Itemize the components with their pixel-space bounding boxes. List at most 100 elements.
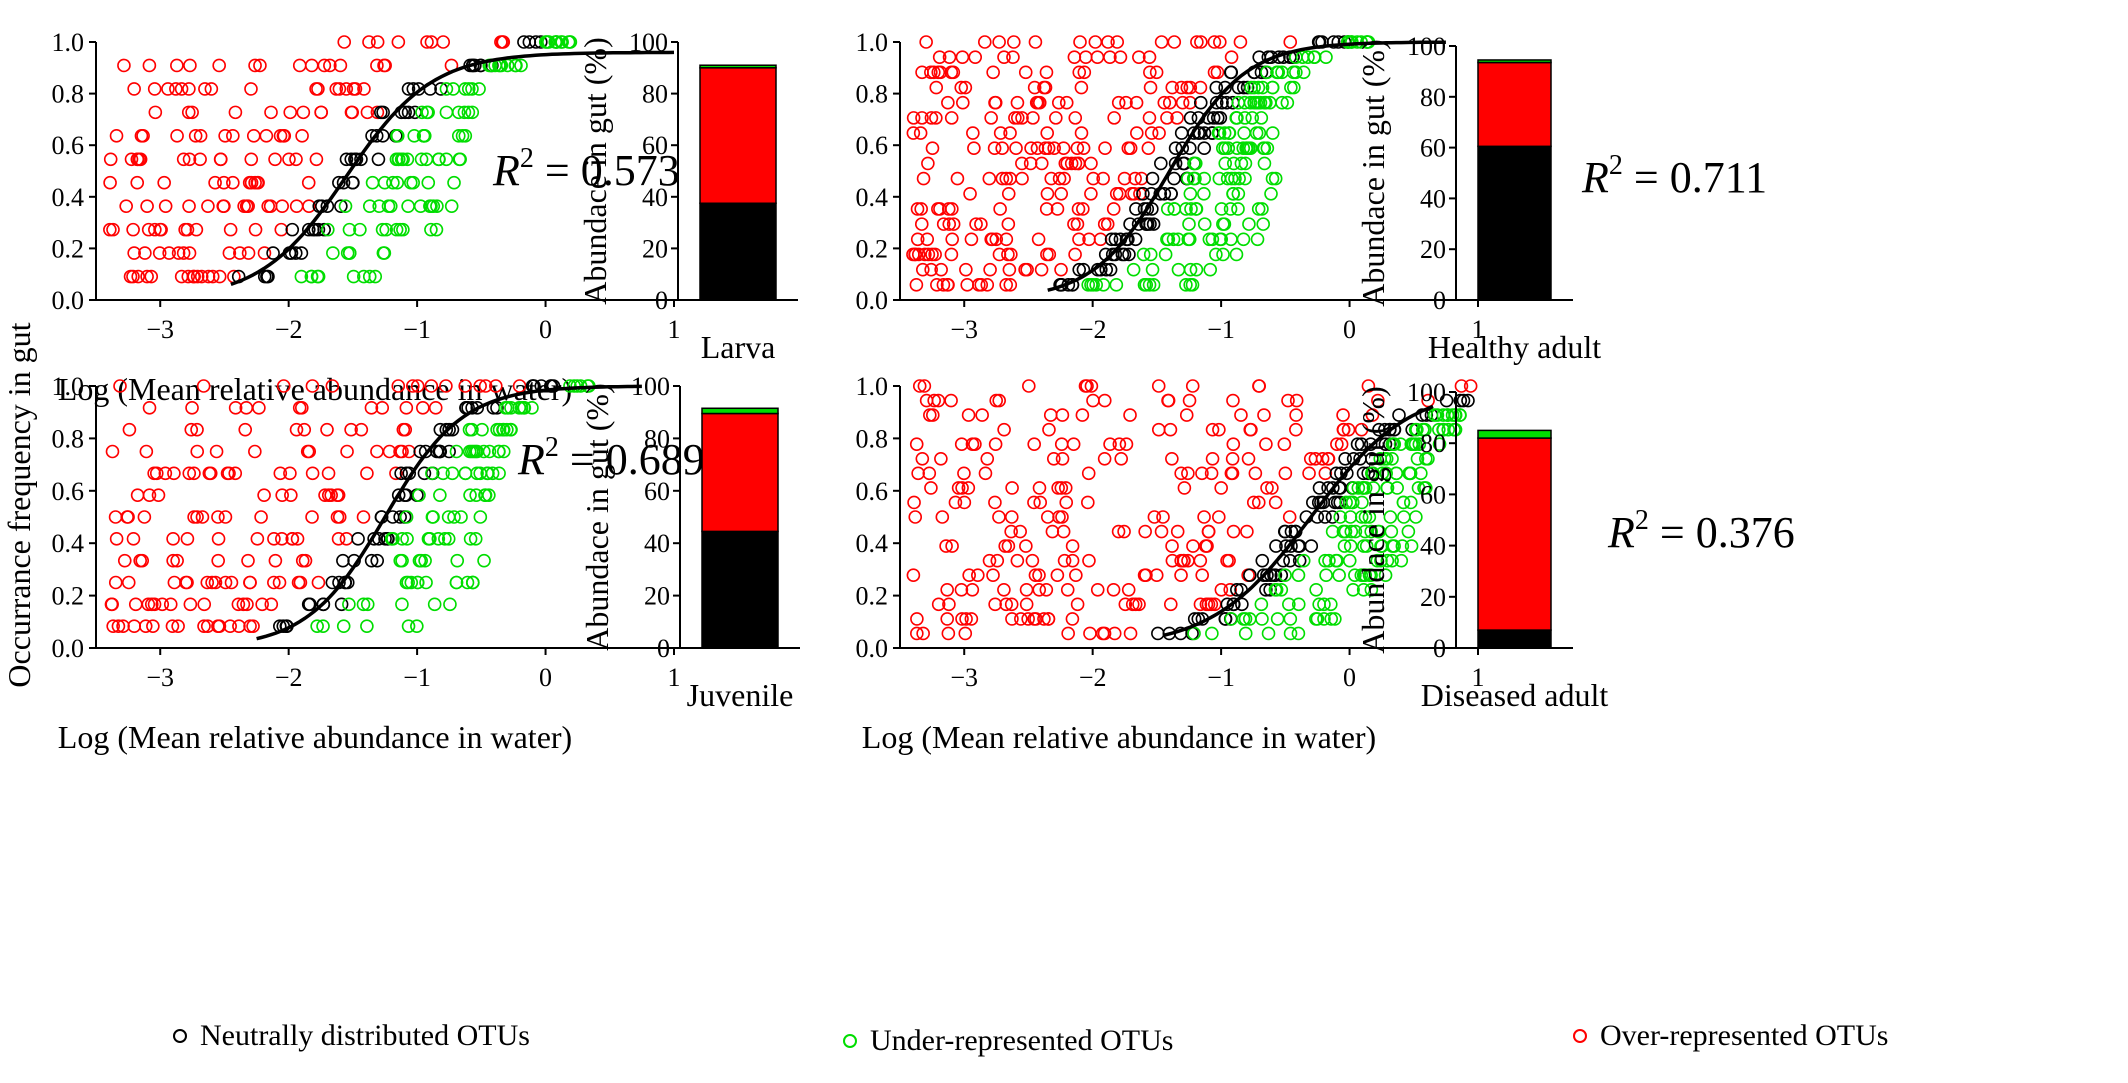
under-represented-point [1282, 597, 1296, 612]
under-represented-point [427, 597, 442, 612]
neutral-point [1439, 393, 1454, 408]
over-represented-point [391, 379, 406, 393]
over-represented-point [127, 246, 141, 260]
over-represented-point [1067, 50, 1082, 64]
under-represented-point [1453, 408, 1467, 422]
over-represented-point [1010, 553, 1025, 568]
over-represented-point [1001, 217, 1016, 231]
over-represented-point [331, 488, 346, 502]
over-represented-point [190, 444, 205, 459]
under-represented-point [393, 222, 407, 237]
over-represented-point [1020, 262, 1034, 277]
under-represented-point [1333, 510, 1348, 524]
over-represented-point [934, 262, 948, 277]
neutral-point [316, 597, 331, 612]
over-represented-point [1052, 510, 1066, 524]
under-represented-point [1160, 202, 1175, 216]
x-tick-label: 1 [1472, 315, 1485, 344]
x-tick-label: −2 [275, 315, 303, 344]
over-represented-point [965, 437, 980, 452]
over-represented-point [930, 278, 944, 292]
y-tick-label: 0.8 [856, 424, 889, 453]
under-represented-point [425, 466, 439, 481]
over-represented-point [360, 105, 375, 120]
over-represented-point [1161, 393, 1176, 408]
legend: Neutrally distributed OTUs Under-represen… [173, 1019, 1888, 1057]
over-represented-point [248, 444, 262, 459]
under-represented-point [1324, 612, 1339, 626]
r-squared-value: = 0.711 [1623, 153, 1767, 202]
over-represented-point [321, 466, 336, 481]
over-represented-point [999, 278, 1013, 292]
under-represented-point [1339, 495, 1353, 510]
over-represented-point [926, 408, 940, 422]
over-represented-point [1118, 597, 1133, 612]
over-represented-point [921, 247, 936, 262]
bar-panel-c: 0 20 40 60 80 100 Healthy adult Abundace in gut… [1355, 32, 1601, 365]
over-represented-point [1141, 141, 1156, 156]
over-represented-point [1371, 393, 1385, 408]
over-represented-point [956, 95, 970, 110]
over-represented-point [318, 488, 332, 502]
y-tick-label: 0.2 [52, 234, 85, 263]
under-represented-point [1236, 141, 1251, 156]
under-represented-point [514, 58, 528, 73]
under-represented-point [504, 401, 518, 415]
over-represented-point [1111, 95, 1126, 110]
over-represented-point [119, 199, 133, 213]
over-represented-point [1068, 111, 1083, 125]
over-represented-point [1055, 408, 1070, 422]
over-represented-point [1024, 141, 1038, 156]
under-represented-point [1268, 171, 1283, 186]
under-represented-point [1410, 422, 1424, 437]
over-represented-point [211, 510, 225, 524]
over-represented-point [158, 199, 173, 213]
over-represented-point [964, 232, 979, 247]
neutral-point [1274, 568, 1289, 583]
neutral-point [1115, 247, 1130, 262]
under-represented-point [401, 199, 415, 213]
over-represented-point [276, 379, 291, 393]
neutral-point [1193, 95, 1208, 110]
r-symbol: R [1581, 153, 1609, 202]
over-represented-point [1074, 80, 1089, 95]
over-represented-point [1078, 50, 1093, 64]
under-represented-point [1395, 539, 1410, 553]
over-represented-point [1019, 597, 1034, 612]
neutral-point [522, 35, 537, 49]
over-represented-point [1031, 232, 1046, 247]
over-represented-point [1180, 80, 1195, 95]
neutral-point [1240, 80, 1255, 95]
neutral-point [311, 222, 326, 237]
over-represented-point [109, 532, 124, 546]
neutral-point [1236, 80, 1251, 95]
over-represented-point [922, 466, 937, 481]
over-represented-point [1076, 141, 1091, 156]
over-represented-point [180, 575, 194, 590]
over-represented-point [329, 82, 344, 96]
over-represented-point [1027, 612, 1041, 626]
over-represented-point [197, 619, 211, 633]
bar-segment-under-represented-otus [701, 407, 779, 415]
over-represented-point [295, 553, 310, 568]
over-represented-point [147, 597, 162, 612]
over-represented-point [254, 510, 268, 524]
over-represented-point [951, 481, 966, 495]
over-represented-point [393, 444, 407, 459]
under-represented-point [1354, 568, 1369, 583]
over-represented-point [138, 246, 152, 260]
under-represented-point [1205, 232, 1220, 247]
y-tick-label: 1.0 [52, 28, 85, 57]
over-represented-point [1257, 408, 1271, 422]
over-represented-point [917, 379, 932, 393]
under-represented-point [1394, 553, 1409, 568]
under-represented-point [1289, 65, 1303, 80]
over-represented-point [275, 488, 289, 502]
bar-panel-d: 0 20 40 60 80 100 Diseased adult Abundace in gu… [1355, 378, 1608, 713]
neutral-point [1154, 156, 1168, 171]
over-represented-point [272, 575, 287, 590]
over-represented-point [1084, 379, 1099, 393]
over-represented-point [248, 58, 262, 73]
over-represented-point [236, 597, 251, 612]
over-represented-point [142, 488, 157, 502]
